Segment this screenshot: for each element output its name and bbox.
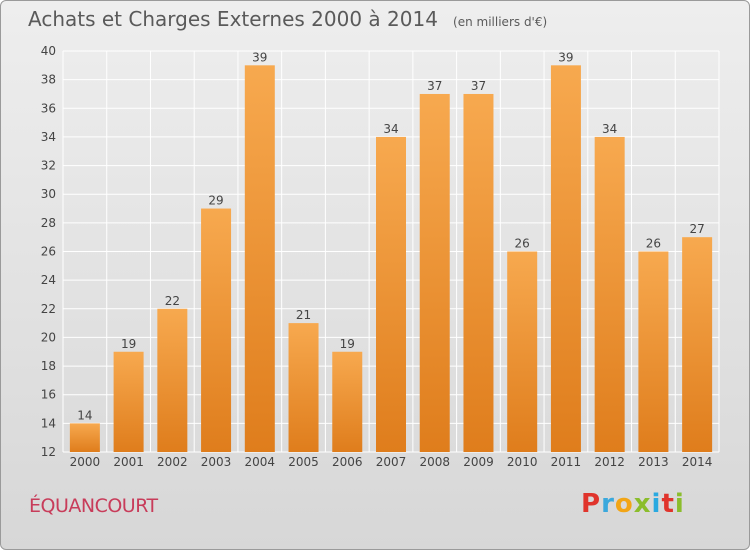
y-tick-label: 12 <box>41 445 56 459</box>
y-tick-label: 30 <box>41 187 56 201</box>
value-label: 19 <box>121 337 136 351</box>
bar-2014 <box>682 237 713 452</box>
logo-letter: t <box>661 489 675 519</box>
y-tick-label: 18 <box>41 359 56 373</box>
y-tick-label: 22 <box>41 302 56 316</box>
value-label: 21 <box>296 308 311 322</box>
y-tick-label: 32 <box>41 159 56 173</box>
x-tick-label: 2010 <box>507 455 538 469</box>
value-label: 19 <box>340 337 355 351</box>
x-tick-label: 2005 <box>288 455 319 469</box>
bar-2011 <box>550 65 581 453</box>
bar-2003 <box>201 208 232 452</box>
bar-2012 <box>594 136 625 452</box>
title-row: Achats et Charges Externes 2000 à 2014 (… <box>28 7 547 31</box>
y-tick-label: 14 <box>41 416 56 430</box>
value-label: 39 <box>558 50 573 64</box>
labels-layer: 14 19 22 29 39 21 19 34 37 37 26 39 34 26 27 <box>77 50 705 422</box>
x-tick-label: 2002 <box>157 455 188 469</box>
logo-letter: x <box>633 489 652 519</box>
x-tick-label: 2012 <box>594 455 625 469</box>
value-label: 26 <box>646 237 661 251</box>
bar-2002 <box>157 308 188 452</box>
bar-2004 <box>244 65 275 453</box>
x-tick-label: 2003 <box>201 455 232 469</box>
bar-2009 <box>463 93 494 452</box>
logo-letter: o <box>614 489 634 519</box>
logo-letter: i <box>674 489 685 519</box>
x-tick-label: 2011 <box>551 455 582 469</box>
chart-subtitle: (en milliers d'€) <box>453 15 548 29</box>
x-tick-label: 2009 <box>463 455 494 469</box>
value-label: 39 <box>252 50 267 64</box>
value-label: 22 <box>165 294 180 308</box>
value-label: 37 <box>471 79 486 93</box>
value-label: 29 <box>208 194 223 208</box>
chart-title: Achats et Charges Externes 2000 à 2014 <box>28 7 438 31</box>
bars-layer <box>69 65 713 453</box>
y-tick-label: 26 <box>41 245 56 259</box>
x-tick-label: 2001 <box>113 455 144 469</box>
commune-name: ÉQUANCOURT <box>29 495 158 517</box>
value-label: 37 <box>427 79 442 93</box>
bar-2008 <box>419 93 450 452</box>
x-tick-label: 2004 <box>245 455 276 469</box>
y-tick-label: 38 <box>41 73 56 87</box>
bar-2007 <box>376 136 406 452</box>
value-label: 14 <box>77 408 92 422</box>
y-tick-label: 20 <box>41 330 56 344</box>
y-tick-label: 28 <box>41 216 56 230</box>
x-tick-label: 2000 <box>70 455 101 469</box>
y-tick-label: 34 <box>41 130 56 144</box>
value-label: 34 <box>602 122 617 136</box>
bar-2000 <box>69 423 100 452</box>
bar-2010 <box>507 251 538 452</box>
x-tick-label: 2006 <box>332 455 363 469</box>
bar-2005 <box>288 323 319 452</box>
value-label: 34 <box>383 122 398 136</box>
logo-letter: P <box>581 489 602 519</box>
proxiti-logo: Proxiti <box>581 489 685 519</box>
logo-letter: r <box>601 489 615 519</box>
axis-layer: 12 14 16 18 20 22 24 26 28 30 32 34 36 38 40 2000 2001 20… <box>41 44 713 469</box>
x-tick-label: 2013 <box>638 455 669 469</box>
x-tick-label: 2014 <box>682 455 713 469</box>
y-tick-label: 24 <box>41 273 56 287</box>
x-tick-label: 2008 <box>419 455 450 469</box>
bar-2006 <box>332 351 363 452</box>
bar-2001 <box>113 351 144 452</box>
logo-letter: i <box>651 489 662 519</box>
value-label: 26 <box>515 237 530 251</box>
bar-2013 <box>638 251 669 452</box>
y-tick-label: 36 <box>41 101 56 115</box>
x-tick-label: 2007 <box>376 455 407 469</box>
y-tick-label: 40 <box>41 44 56 58</box>
value-label: 27 <box>689 222 704 236</box>
y-tick-label: 16 <box>41 388 56 402</box>
